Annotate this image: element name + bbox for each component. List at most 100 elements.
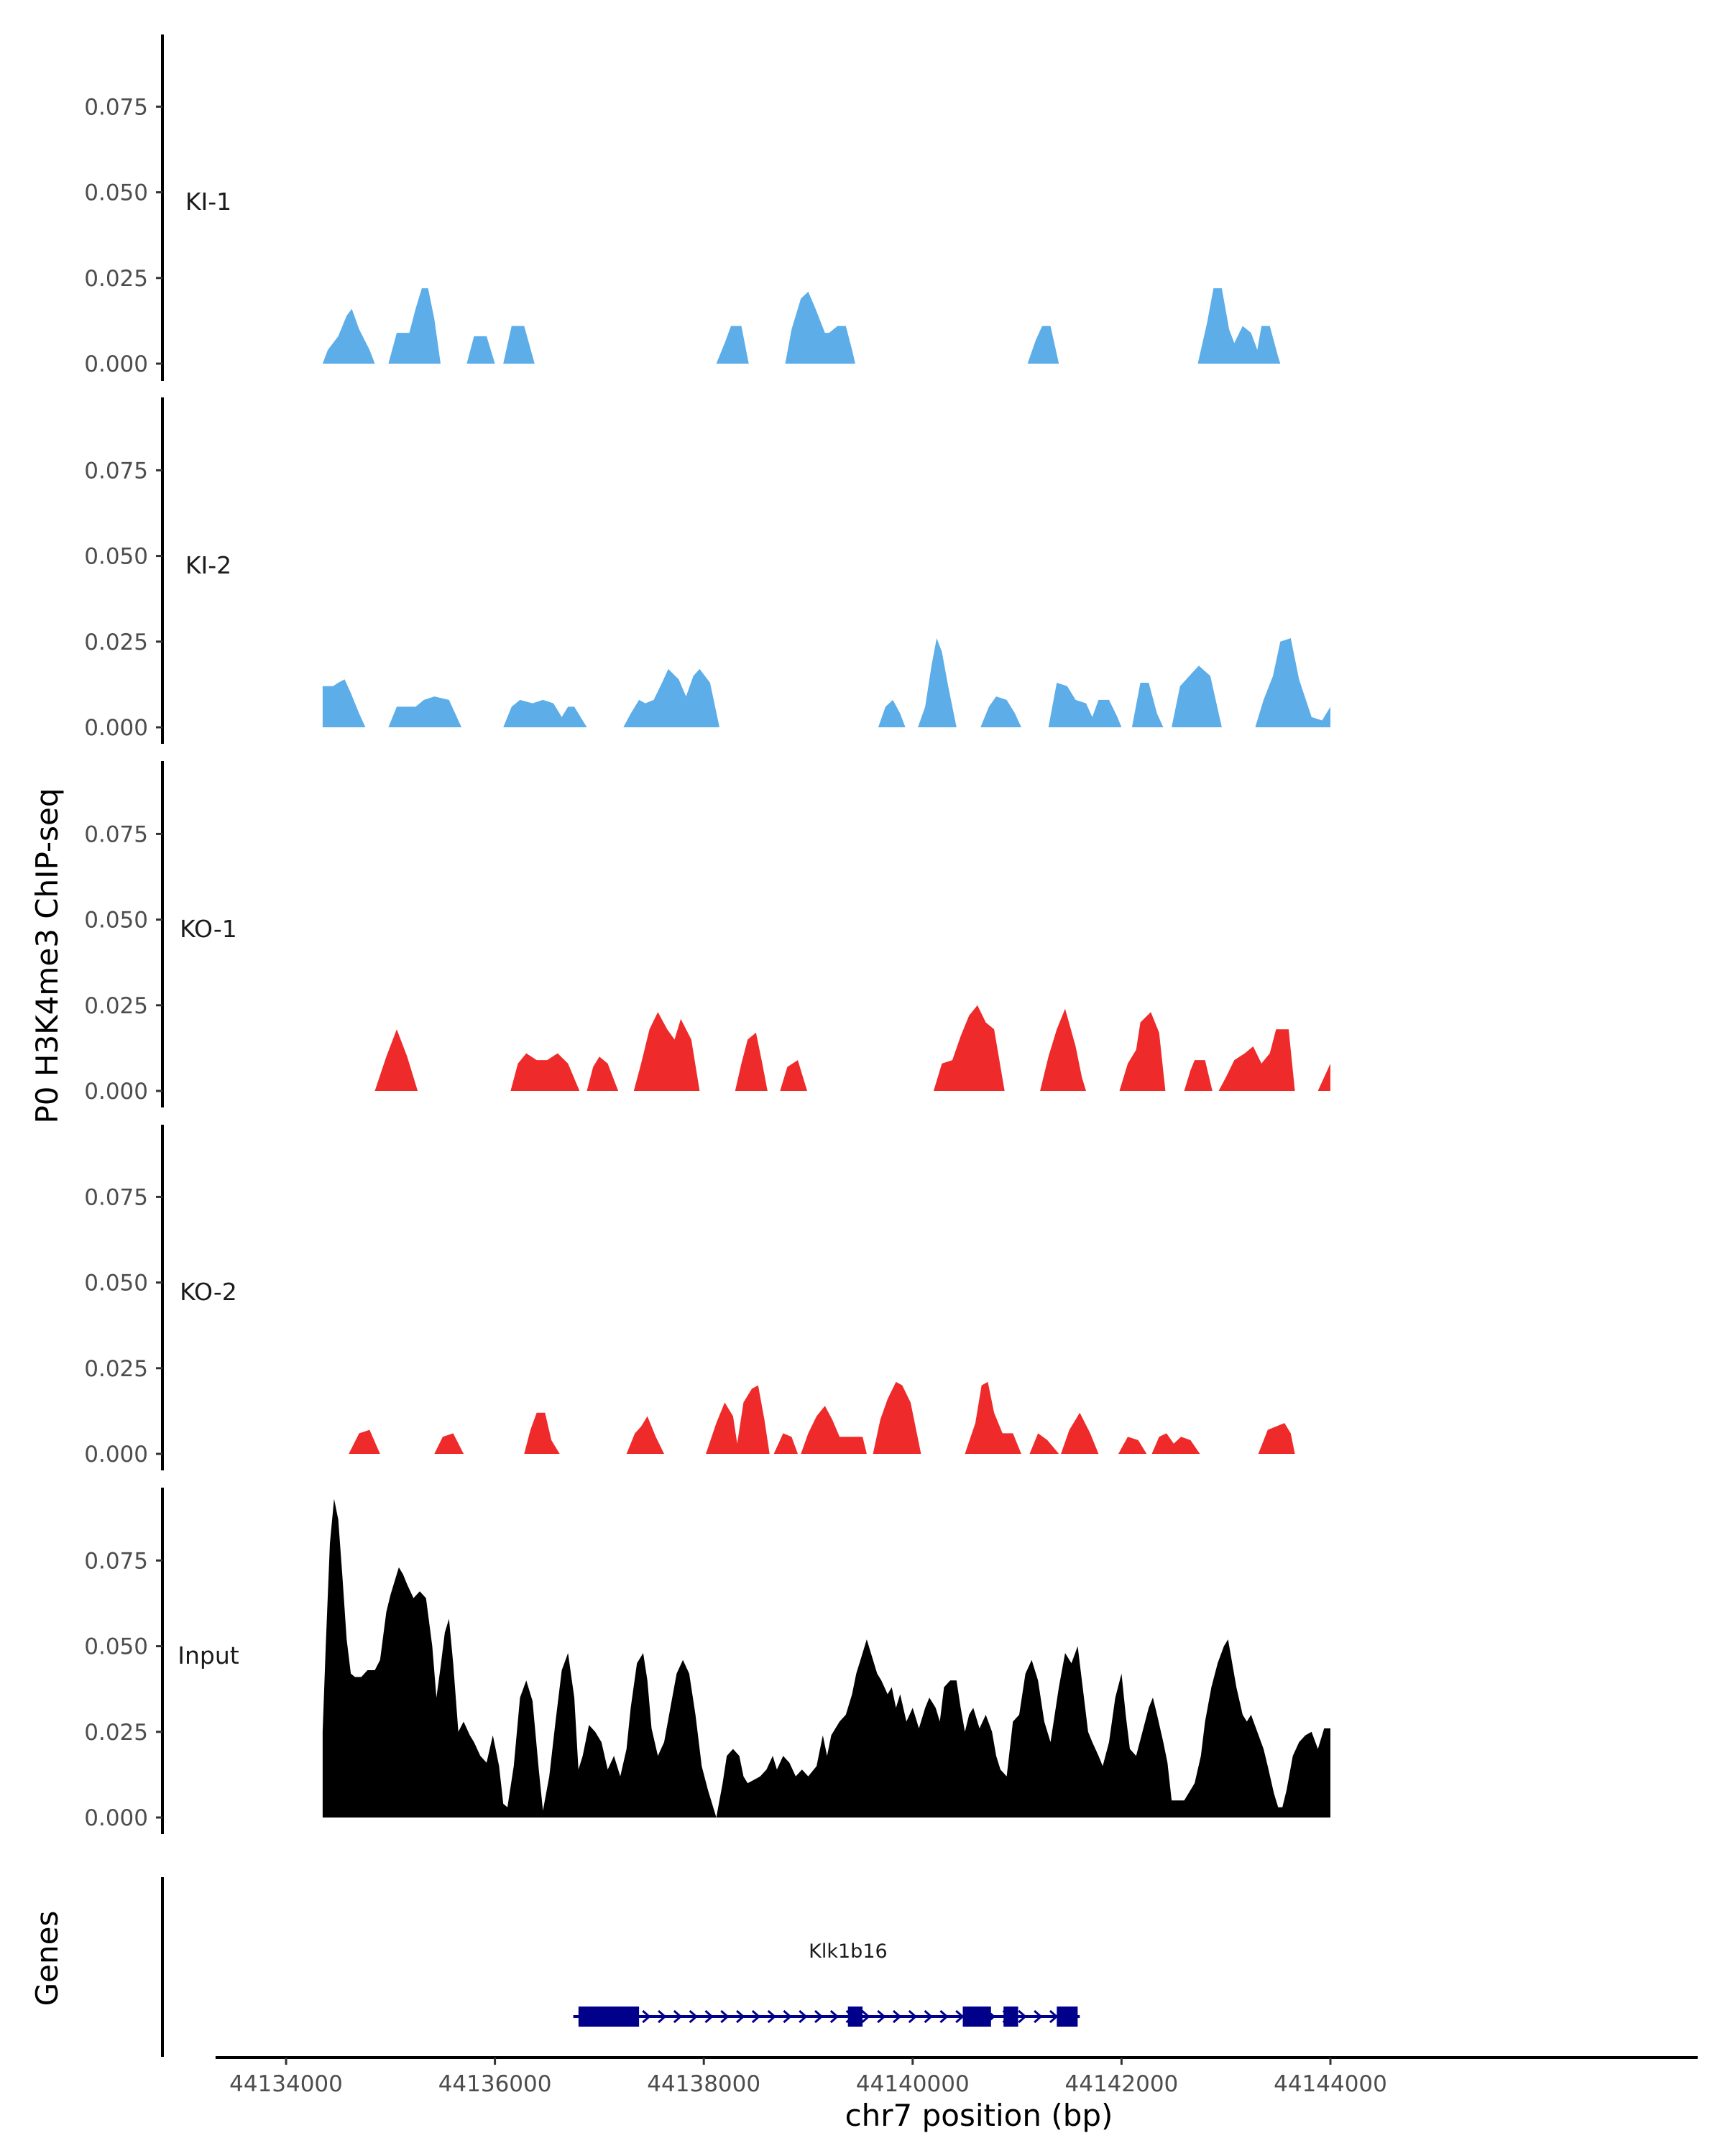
- strand-arrow: [673, 2009, 683, 2024]
- x-tick-label: 44134000: [229, 2071, 343, 2097]
- signal-peak: [434, 1433, 464, 1454]
- strand-arrow: [767, 2009, 776, 2024]
- signal-peak: [1061, 1412, 1099, 1454]
- signal-peak: [374, 1029, 418, 1091]
- strand-arrow: [1034, 2009, 1043, 2024]
- signal-peak: [503, 699, 587, 727]
- y-tick-label: 0.000: [84, 351, 148, 377]
- strand-arrow: [736, 2009, 745, 2024]
- signal-peak: [322, 1498, 1330, 1818]
- signal-peak: [918, 638, 957, 727]
- y-tick-label: 0.025: [84, 630, 148, 655]
- signal-peak: [801, 1406, 867, 1454]
- signal-peak: [510, 1053, 580, 1091]
- signal-peak: [322, 679, 366, 727]
- signal-peak: [1317, 1063, 1330, 1091]
- y-tick-label: 0.075: [84, 94, 148, 120]
- signal-peak: [873, 1381, 921, 1454]
- signal-peak: [1119, 1012, 1166, 1091]
- signal-peak: [1255, 638, 1330, 727]
- x-axis: 44134000 44136000 44138000 44140000 44142000…: [215, 2056, 1698, 2097]
- signal-peak: [388, 288, 441, 364]
- signal-peak: [388, 696, 462, 727]
- strand-arrow: [829, 2009, 840, 2024]
- signal-peak: [1027, 326, 1059, 364]
- signal-peak: [735, 1032, 768, 1091]
- signal-peak: [1048, 683, 1122, 727]
- y-tick-label: 0.025: [84, 266, 148, 292]
- y-tick-label: 0.050: [84, 1634, 148, 1660]
- signal-peak: [1184, 1060, 1213, 1091]
- signal-peak: [933, 1005, 1005, 1091]
- y-tick-label: 0.050: [84, 908, 148, 934]
- strand-arrow: [877, 2009, 886, 2024]
- y-tick-label: 0.000: [84, 1079, 148, 1105]
- signal-peak: [1040, 1008, 1086, 1091]
- signal-peak: [773, 1433, 798, 1454]
- x-axis-title: chr7 position (bp): [845, 2098, 1113, 2133]
- x-tick-label: 44138000: [647, 2071, 760, 2097]
- y-tick-label: 0.000: [84, 1805, 148, 1831]
- signal-peak: [524, 1412, 560, 1454]
- strand-arrow: [1049, 2009, 1059, 2024]
- strand-arrow: [814, 2009, 824, 2024]
- signal-peak: [706, 1385, 770, 1454]
- gene-exon: [1003, 2007, 1018, 2027]
- strand-arrow: [783, 2009, 792, 2024]
- gene-name-label: Klk1b16: [809, 1940, 888, 1963]
- signal-peak: [965, 1381, 1021, 1454]
- signal-peak: [626, 1416, 664, 1454]
- track-label: KO-2: [180, 1278, 237, 1306]
- strand-arrow: [704, 2009, 714, 2024]
- x-tick-label: 44142000: [1065, 2071, 1179, 2097]
- genes-axis-title: Genes: [29, 1911, 65, 2007]
- strand-arrow: [658, 2009, 667, 2024]
- signal-peak: [349, 1429, 380, 1454]
- strand-arrow: [799, 2009, 808, 2024]
- strand-arrow: [861, 2009, 870, 2024]
- y-tick-label: 0.000: [84, 715, 148, 741]
- y-tick-label: 0.075: [84, 1548, 148, 1574]
- track-ki-1: 0.000 0.025 0.050 0.075 KI-1: [84, 34, 1281, 381]
- y-tick-label: 0.075: [84, 458, 148, 484]
- signal-peak: [1131, 683, 1164, 727]
- y-tick-label: 0.075: [84, 821, 148, 847]
- signal-peak: [623, 668, 719, 727]
- strand-arrow: [939, 2009, 949, 2024]
- track-label: KI-1: [185, 188, 231, 216]
- gene-exon: [578, 2007, 640, 2027]
- signal-peak: [322, 308, 375, 364]
- x-tick-label: 44144000: [1274, 2071, 1387, 2097]
- track-ko-2: 0.000 0.025 0.050 0.075 KO-2: [84, 1125, 1295, 1470]
- x-tick-label: 44136000: [438, 2071, 552, 2097]
- signal-peak: [1197, 288, 1281, 364]
- signal-peak: [980, 696, 1021, 727]
- strand-arrow: [689, 2009, 698, 2024]
- signal-peak: [466, 336, 495, 364]
- track-label: KI-2: [185, 551, 231, 579]
- gene-exon: [962, 2007, 991, 2027]
- y-tick-label: 0.025: [84, 1356, 148, 1382]
- signal-peak: [878, 699, 906, 727]
- strand-arrow: [720, 2009, 730, 2024]
- gene-exon: [1057, 2007, 1078, 2027]
- track-panels: 0.000 0.025 0.050 0.075 KI-1 0.000 0.025 0.050 0…: [84, 34, 1330, 1834]
- y-tick-label: 0.025: [84, 993, 148, 1019]
- signal-peak: [1218, 1029, 1295, 1091]
- track-label: Input: [178, 1641, 239, 1669]
- gene-panel: Klk1b16: [161, 1877, 1080, 2057]
- strand-arrow: [955, 2009, 965, 2024]
- signal-peak: [780, 1060, 807, 1091]
- track-ki-2: 0.000 0.025 0.050 0.075 KI-2: [84, 397, 1330, 744]
- signal-peak: [716, 326, 749, 364]
- signal-peak: [1172, 665, 1222, 727]
- strand-arrow: [1018, 2009, 1027, 2024]
- signal-peak: [1258, 1423, 1295, 1454]
- y-axis-title: P0 H3K4me3 ChIP-seq: [29, 788, 65, 1123]
- signal-peak: [1029, 1433, 1059, 1454]
- strand-arrow: [924, 2009, 933, 2024]
- x-tick-label: 44140000: [856, 2071, 970, 2097]
- y-tick-label: 0.000: [84, 1442, 148, 1468]
- strand-arrow: [751, 2009, 761, 2024]
